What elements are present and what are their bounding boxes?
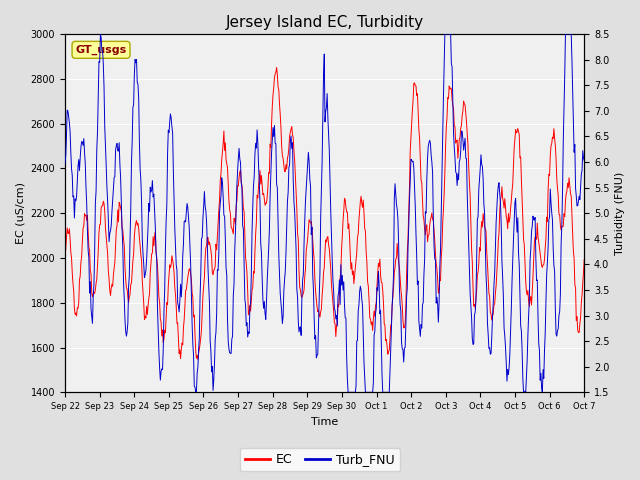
Y-axis label: EC (uS/cm): EC (uS/cm) xyxy=(15,182,25,244)
Title: Jersey Island EC, Turbidity: Jersey Island EC, Turbidity xyxy=(225,15,424,30)
Legend: EC, Turb_FNU: EC, Turb_FNU xyxy=(240,448,400,471)
X-axis label: Time: Time xyxy=(311,417,339,427)
Y-axis label: Turbidity (FNU): Turbidity (FNU) xyxy=(615,171,625,255)
Text: GT_usgs: GT_usgs xyxy=(76,45,127,55)
